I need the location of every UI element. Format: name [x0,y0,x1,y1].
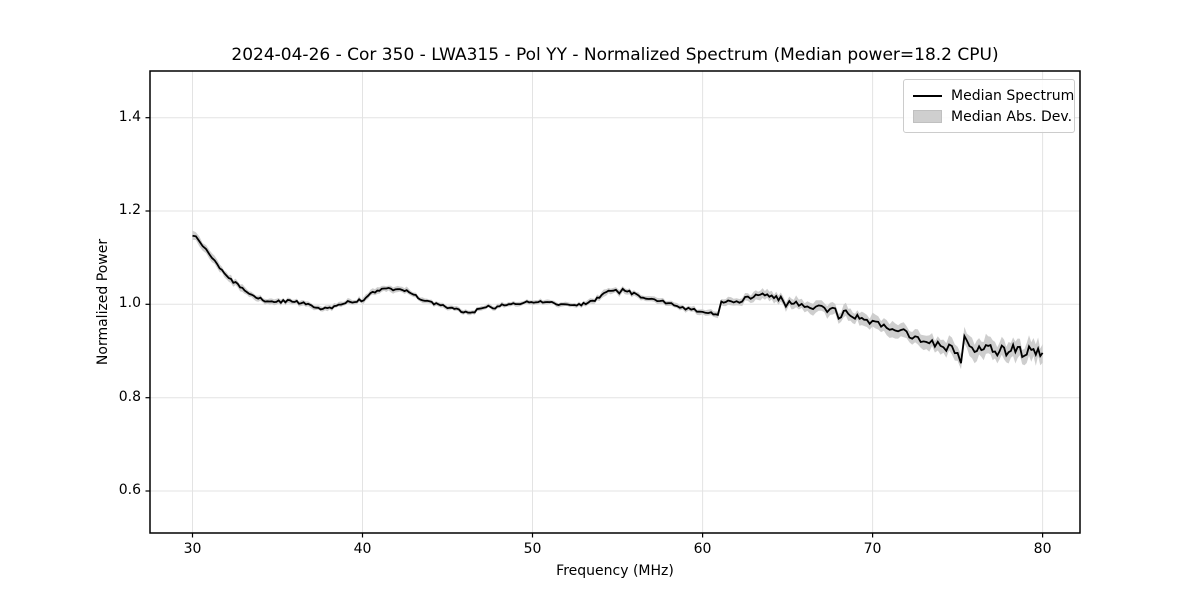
legend-label: Median Abs. Dev. [951,108,1073,125]
y-tick-label: 1.0 [118,295,141,312]
plot-spine [149,70,1081,534]
mad-band [192,230,1043,370]
y-tick-label: 1.4 [118,108,141,125]
y-tick-label: 0.8 [118,388,141,405]
x-tick-label: 50 [523,541,542,557]
median-spectrum-line [192,234,1044,364]
line-swatch-icon [913,94,942,97]
legend: Median Spectrum Median Abs. Dev. [903,79,1075,133]
chart-title: 2024-04-26 - Cor 350 - LWA315 - Pol YY -… [231,45,999,65]
x-tick-label: 70 [863,541,882,557]
x-tick-label: 80 [1033,541,1052,557]
legend-entry-median-spectrum: Median Spectrum [913,85,1074,106]
y-tick-label: 0.6 [118,482,141,498]
x-tick-label: 30 [183,541,202,557]
patch-swatch-icon [913,110,942,123]
x-tick-label: 40 [353,541,372,557]
legend-label: Median Spectrum [951,87,1075,104]
legend-entry-median-abs-dev: Median Abs. Dev. [913,106,1072,127]
y-tick-label: 1.2 [118,202,141,218]
x-tick-label: 60 [693,541,712,557]
x-axis-label: Frequency (MHz) [556,563,674,579]
